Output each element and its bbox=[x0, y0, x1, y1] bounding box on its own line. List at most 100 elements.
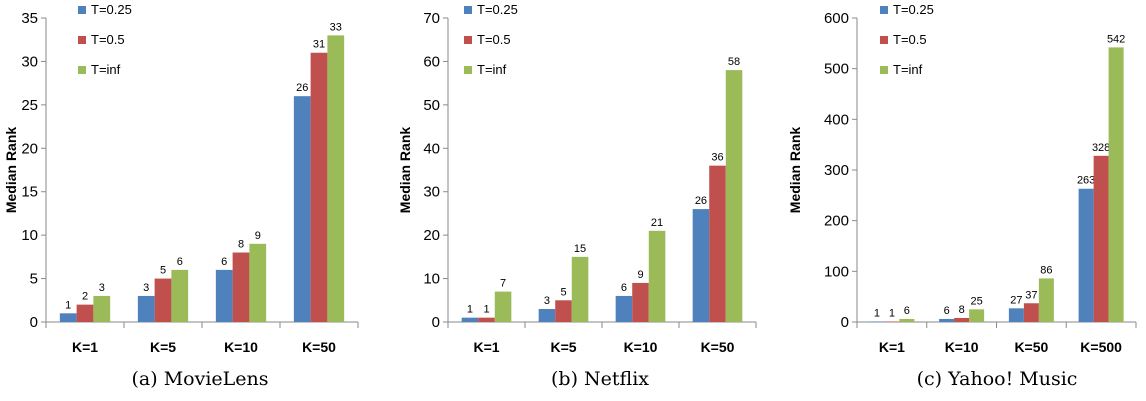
data-label: 27 bbox=[1010, 294, 1022, 306]
y-tick-label: 300 bbox=[824, 162, 849, 179]
y-tick-label: 30 bbox=[423, 184, 440, 201]
legend-swatch bbox=[880, 66, 888, 74]
bar-T=0.25-K=500 bbox=[1078, 188, 1094, 322]
legend-swatch bbox=[78, 66, 86, 74]
bar-T=0.25-K=1 bbox=[59, 313, 77, 322]
data-label: 1 bbox=[467, 304, 473, 316]
y-tick-label: 70 bbox=[423, 10, 440, 27]
data-label: 6 bbox=[944, 305, 950, 317]
y-tick-label: 25 bbox=[21, 97, 38, 114]
legend-swatch bbox=[464, 6, 472, 14]
data-label: 31 bbox=[313, 39, 325, 51]
bar-T=0.25-K=10 bbox=[615, 295, 633, 322]
bar-T=0.5-K=5 bbox=[555, 300, 572, 322]
x-tick-label: K=10 bbox=[224, 339, 258, 355]
data-label: 6 bbox=[904, 305, 910, 317]
data-label: 3 bbox=[143, 282, 149, 294]
bar-T=0.25-K=1 bbox=[869, 321, 885, 322]
x-tick-label: K=5 bbox=[150, 339, 176, 355]
data-label: 5 bbox=[160, 265, 166, 277]
bar-T=0.25-K=50 bbox=[293, 96, 311, 323]
data-label: 2 bbox=[82, 291, 88, 303]
bar-T=inf-K=50 bbox=[327, 35, 345, 322]
legend-entry: T=0.5 bbox=[477, 32, 511, 47]
x-tick-label: K=1 bbox=[879, 339, 905, 355]
legend-entry: T=inf bbox=[91, 62, 121, 77]
y-tick-label: 50 bbox=[423, 97, 440, 114]
legend-entry: T=0.25 bbox=[477, 2, 518, 17]
x-tick-label: K=10 bbox=[624, 339, 658, 355]
bar-T=inf-K=1 bbox=[494, 291, 512, 322]
y-tick-label: 500 bbox=[824, 61, 849, 78]
y-tick-label: 20 bbox=[423, 227, 440, 244]
bar-T=inf-K=500 bbox=[1108, 47, 1124, 323]
bar-T=inf-K=5 bbox=[171, 269, 189, 322]
bar-T=0.5-K=5 bbox=[154, 278, 172, 322]
y-tick-label: 10 bbox=[423, 271, 440, 288]
y-axis-label: Median Rank bbox=[397, 127, 413, 214]
data-label: 5 bbox=[560, 286, 566, 298]
x-tick-label: K=1 bbox=[72, 339, 98, 355]
data-label: 36 bbox=[711, 152, 723, 164]
bar-T=0.5-K=50 bbox=[310, 52, 328, 322]
bar-T=0.5-K=1 bbox=[884, 321, 900, 322]
chart-caption: (c) Yahoo! Music bbox=[917, 368, 1078, 390]
bar-T=inf-K=50 bbox=[725, 70, 743, 322]
y-tick-label: 15 bbox=[21, 184, 38, 201]
data-label: 9 bbox=[637, 269, 643, 281]
x-tick-label: K=10 bbox=[945, 339, 979, 355]
legend-swatch bbox=[78, 36, 86, 44]
y-tick-label: 20 bbox=[21, 140, 38, 157]
bar-T=0.5-K=50 bbox=[709, 165, 726, 322]
chart-caption: (a) MovieLens bbox=[132, 368, 269, 390]
bar-T=0.5-K=500 bbox=[1093, 155, 1109, 322]
y-tick-label: 600 bbox=[824, 10, 849, 27]
y-tick-label: 30 bbox=[21, 53, 38, 70]
y-tick-label: 0 bbox=[841, 314, 849, 331]
data-label: 542 bbox=[1107, 33, 1125, 45]
y-axis-label: Median Rank bbox=[787, 127, 803, 214]
x-tick-label: K=5 bbox=[550, 339, 576, 355]
data-label: 7 bbox=[500, 278, 506, 290]
data-label: 8 bbox=[238, 239, 244, 251]
bar-T=0.25-K=10 bbox=[939, 318, 955, 322]
legend-entry: T=0.25 bbox=[893, 2, 934, 17]
x-tick-label: K=50 bbox=[1014, 339, 1048, 355]
data-label: 15 bbox=[574, 243, 586, 255]
data-label: 1 bbox=[874, 307, 880, 319]
legend-entry: T=inf bbox=[893, 62, 923, 77]
x-tick-label: K=50 bbox=[701, 339, 735, 355]
bar-T=0.5-K=1 bbox=[478, 317, 495, 322]
data-label: 6 bbox=[621, 282, 627, 294]
data-label: 263 bbox=[1077, 175, 1095, 187]
bar-T=0.5-K=1 bbox=[76, 304, 94, 322]
x-tick-label: K=500 bbox=[1080, 339, 1122, 355]
legend-swatch bbox=[78, 6, 86, 14]
bar-T=0.25-K=1 bbox=[461, 317, 479, 322]
chart-caption: (b) Netflix bbox=[551, 368, 649, 390]
data-label: 26 bbox=[296, 82, 308, 94]
bar-T=inf-K=1 bbox=[899, 318, 915, 322]
bar-T=0.25-K=50 bbox=[1008, 308, 1024, 322]
data-label: 33 bbox=[330, 21, 342, 33]
bar-T=inf-K=10 bbox=[969, 309, 985, 322]
bar-T=0.5-K=50 bbox=[1023, 303, 1039, 322]
data-label: 328 bbox=[1092, 142, 1110, 154]
y-tick-label: 10 bbox=[21, 227, 38, 244]
legend-swatch bbox=[464, 36, 472, 44]
y-axis-label: Median Rank bbox=[3, 127, 19, 214]
legend-swatch bbox=[464, 66, 472, 74]
y-tick-label: 60 bbox=[423, 53, 440, 70]
data-label: 3 bbox=[544, 295, 550, 307]
y-tick-label: 200 bbox=[824, 213, 849, 230]
data-label: 58 bbox=[728, 56, 740, 68]
legend-entry: T=0.25 bbox=[91, 2, 132, 17]
legend-swatch bbox=[880, 36, 888, 44]
bar-T=inf-K=10 bbox=[648, 230, 666, 322]
bar-T=0.25-K=50 bbox=[692, 209, 710, 322]
y-tick-label: 35 bbox=[21, 10, 38, 27]
